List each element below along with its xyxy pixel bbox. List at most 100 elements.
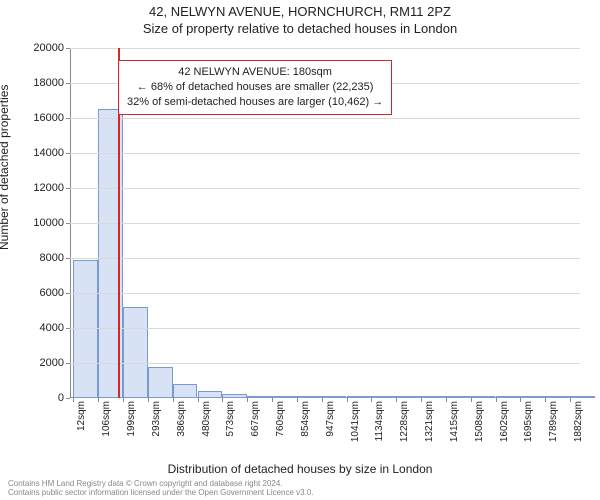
xtick-label: 106sqm	[101, 401, 112, 437]
bar	[570, 396, 595, 398]
annotation-line2: ← 68% of detached houses are smaller (22…	[127, 80, 383, 95]
bar	[247, 396, 272, 398]
ytick-mark	[66, 293, 70, 294]
gridline	[70, 223, 580, 224]
xtick-mark	[322, 398, 323, 402]
xtick-label: 1882sqm	[573, 401, 584, 442]
ytick-mark	[66, 363, 70, 364]
annotation-line1: 42 NELWYN AVENUE: 180sqm	[127, 65, 383, 80]
xtick-label: 293sqm	[151, 401, 162, 437]
xtick-mark	[222, 398, 223, 402]
xtick-label: 1602sqm	[499, 401, 510, 442]
bar	[123, 307, 148, 398]
xtick-mark	[148, 398, 149, 402]
ytick-label: 4000	[14, 322, 64, 334]
xtick-mark	[545, 398, 546, 402]
xtick-label: 1041sqm	[350, 401, 361, 442]
xtick-label: 1695sqm	[523, 401, 534, 442]
xtick-mark	[421, 398, 422, 402]
xtick-mark	[396, 398, 397, 402]
ytick-label: 0	[14, 392, 64, 404]
ytick-mark	[66, 258, 70, 259]
ytick-label: 10000	[14, 217, 64, 229]
ytick-label: 18000	[14, 77, 64, 89]
bar	[347, 396, 372, 398]
gridline	[70, 328, 580, 329]
ytick-mark	[66, 83, 70, 84]
xtick-label: 199sqm	[126, 401, 137, 437]
xtick-mark	[198, 398, 199, 402]
xtick-label: 1789sqm	[548, 401, 559, 442]
ytick-label: 20000	[14, 42, 64, 54]
y-axis-label: Number of detached properties	[0, 85, 11, 250]
ytick-mark	[66, 153, 70, 154]
bar	[222, 394, 247, 398]
bar	[198, 391, 223, 398]
annotation-line3: 32% of semi-detached houses are larger (…	[127, 95, 383, 110]
xtick-mark	[496, 398, 497, 402]
bar	[396, 396, 421, 398]
xtick-label: 1134sqm	[374, 401, 385, 441]
bar	[173, 384, 198, 398]
bar	[421, 396, 446, 398]
xtick-mark	[272, 398, 273, 402]
annotation-box: 42 NELWYN AVENUE: 180sqm ← 68% of detach…	[118, 60, 392, 115]
xtick-mark	[520, 398, 521, 402]
gridline	[70, 258, 580, 259]
xtick-label: 1415sqm	[449, 401, 460, 442]
histogram-chart: 42, NELWYN AVENUE, HORNCHURCH, RM11 2PZ …	[0, 0, 600, 500]
gridline	[70, 118, 580, 119]
gridline	[70, 153, 580, 154]
bar	[520, 396, 545, 398]
xtick-label: 12sqm	[76, 401, 87, 431]
bar	[471, 396, 496, 398]
ytick-mark	[66, 398, 70, 399]
xtick-mark	[98, 398, 99, 402]
ytick-label: 16000	[14, 112, 64, 124]
xtick-label: 1228sqm	[399, 401, 410, 442]
ytick-mark	[66, 223, 70, 224]
xtick-label: 760sqm	[275, 401, 286, 437]
chart-title-line2: Size of property relative to detached ho…	[0, 21, 600, 36]
ytick-label: 8000	[14, 252, 64, 264]
xtick-mark	[73, 398, 74, 402]
xtick-label: 386sqm	[176, 401, 187, 437]
xtick-mark	[247, 398, 248, 402]
xtick-mark	[570, 398, 571, 402]
footer-line1: Contains HM Land Registry data © Crown c…	[8, 479, 314, 489]
footer-text: Contains HM Land Registry data © Crown c…	[8, 479, 314, 498]
bar	[148, 367, 173, 399]
gridline	[70, 188, 580, 189]
ytick-mark	[66, 188, 70, 189]
ytick-mark	[66, 48, 70, 49]
bar	[496, 396, 521, 398]
footer-line2: Contains public sector information licen…	[8, 488, 314, 498]
xtick-label: 1321sqm	[424, 401, 435, 442]
plot-area: 12sqm106sqm199sqm293sqm386sqm480sqm573sq…	[70, 48, 580, 398]
bar	[297, 396, 322, 398]
ytick-label: 2000	[14, 357, 64, 369]
ytick-mark	[66, 328, 70, 329]
xtick-mark	[297, 398, 298, 402]
ytick-label: 12000	[14, 182, 64, 194]
bar	[322, 396, 347, 398]
xtick-label: 573sqm	[225, 401, 236, 437]
chart-title-line1: 42, NELWYN AVENUE, HORNCHURCH, RM11 2PZ	[0, 4, 600, 19]
xtick-label: 947sqm	[325, 401, 336, 437]
bar	[446, 396, 471, 398]
xtick-mark	[347, 398, 348, 402]
bar	[545, 396, 570, 398]
ytick-label: 6000	[14, 287, 64, 299]
ytick-label: 14000	[14, 147, 64, 159]
xtick-mark	[371, 398, 372, 402]
xtick-label: 1508sqm	[474, 401, 485, 442]
xtick-mark	[446, 398, 447, 402]
ytick-mark	[66, 118, 70, 119]
gridline	[70, 48, 580, 49]
xtick-mark	[173, 398, 174, 402]
bar	[272, 396, 297, 398]
gridline	[70, 363, 580, 364]
gridline	[70, 293, 580, 294]
bar	[371, 396, 396, 398]
xtick-mark	[471, 398, 472, 402]
